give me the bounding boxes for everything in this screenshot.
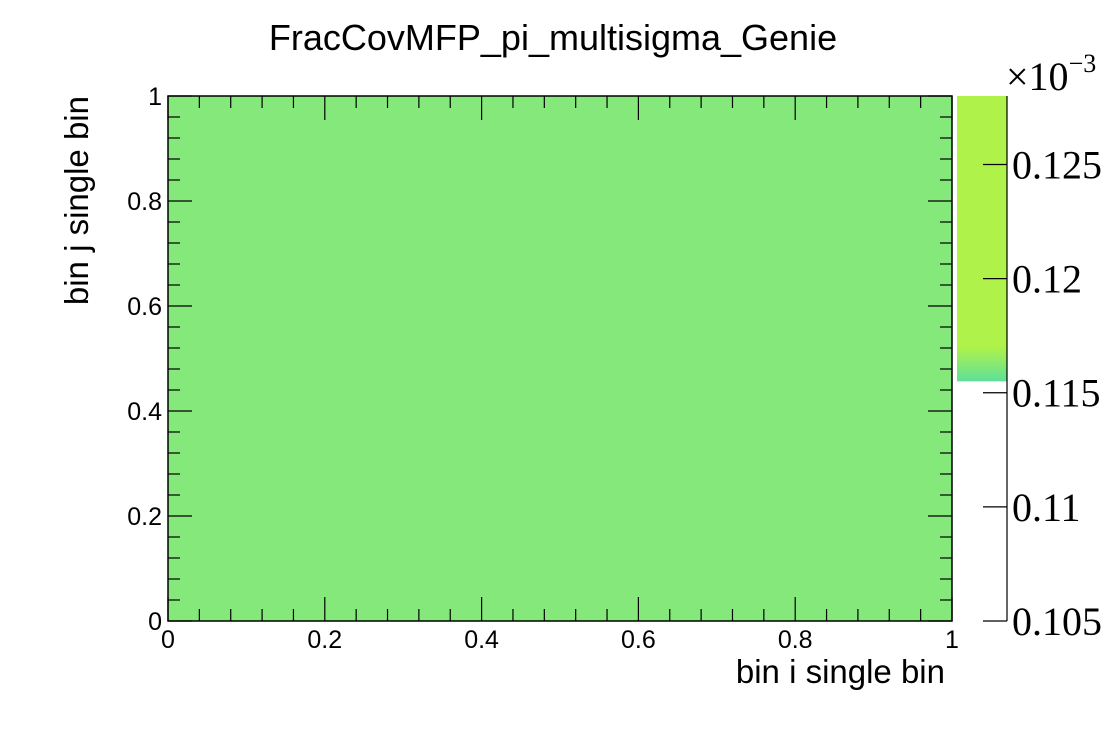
colorbar-tick-label: 0.11 [1012,485,1081,530]
x-axis-label: bin i single bin [736,653,945,690]
color-scale: 0.105 0.11 0.115 0.12 0.125 [957,96,1102,644]
x-tick-label: 0 [161,626,175,654]
plot-area [167,95,953,622]
x-tick-label: 0.2 [307,626,342,654]
x-tick-label: 0.8 [778,626,813,654]
y-tick-label: 0 [148,608,162,636]
x-axis: 0 0.2 0.4 0.6 0.8 1 [161,96,959,654]
x-tick-label: 0.6 [621,626,656,654]
y-tick-label: 0.8 [127,188,162,216]
y-tick-label: 0.6 [127,293,162,321]
x-tick-label: 0.4 [464,626,499,654]
y-tick-label: 0.2 [127,503,162,531]
colorbar-tick-label: 0.105 [1012,599,1102,644]
colorbar-multiplier: ×10−3 [1006,49,1096,99]
colorbar-fill [957,96,1007,382]
y-axis-label: bin j single bin [58,96,95,305]
chart-title: FracCovMFP_pi_multisigma_Genie [269,17,837,58]
colorbar-tick-label: 0.12 [1012,257,1082,302]
plot-frame [167,95,953,622]
x-tick-label: 1 [945,626,959,654]
colorbar-tick-label: 0.125 [1012,142,1102,187]
y-axis: 0 0.2 0.4 0.6 0.8 1 [127,83,952,636]
y-tick-label: 0.4 [127,398,162,426]
heatmap-cell-0 [168,96,952,621]
y-tick-label: 1 [148,83,162,111]
colorbar-tick-label: 0.115 [1012,371,1101,416]
